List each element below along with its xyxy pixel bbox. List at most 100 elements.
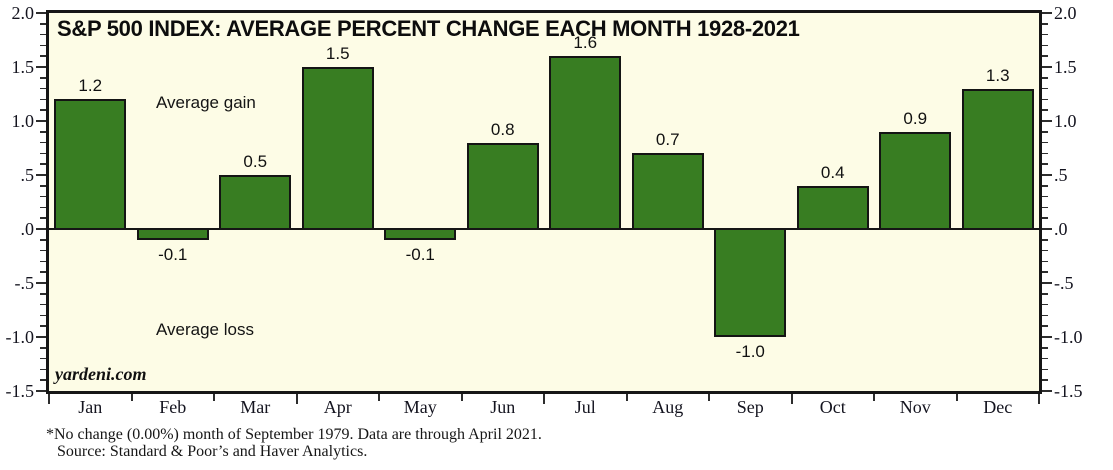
y-minor-tick-left xyxy=(40,33,46,36)
y-minor-tick-right xyxy=(1042,44,1048,47)
y-major-tick-right xyxy=(1042,66,1052,68)
y-major-tick-right xyxy=(1042,120,1052,122)
bar-nov xyxy=(879,131,952,230)
y-minor-tick-left xyxy=(40,87,46,90)
y-minor-tick-left xyxy=(40,271,46,273)
y-minor-tick-right xyxy=(1042,33,1048,36)
y-minor-tick-left xyxy=(40,260,46,263)
y-axis-label-right--1.5: -1.5 xyxy=(1054,381,1083,401)
x-axis-label-jul: Jul xyxy=(574,397,596,417)
x-axis-label-jan: Jan xyxy=(78,397,103,417)
y-minor-tick-left xyxy=(40,249,46,252)
y-minor-tick-right xyxy=(1042,98,1048,101)
y-minor-tick-left xyxy=(40,109,46,111)
y-minor-tick-left xyxy=(40,379,46,381)
y-axis-label-right-1.5: 1.5 xyxy=(1054,57,1077,77)
chart-title: S&P 500 INDEX: AVERAGE PERCENT CHANGE EA… xyxy=(57,16,800,41)
footnote-line-1: *No change (0.00%) month of September 19… xyxy=(46,426,542,443)
y-minor-tick-left xyxy=(40,293,46,295)
y-minor-tick-left xyxy=(40,357,46,360)
y-axis-label-left-1.5: 1.5 xyxy=(11,57,35,77)
y-minor-tick-right xyxy=(1042,195,1048,198)
bar-jan xyxy=(54,99,127,230)
y-major-tick-left xyxy=(36,228,46,230)
x-major-tick xyxy=(48,394,50,404)
bar-value-label-apr: 1.5 xyxy=(325,44,350,63)
y-major-tick-left xyxy=(36,12,46,14)
y-minor-tick-right xyxy=(1042,249,1048,252)
y-minor-tick-left xyxy=(40,185,46,187)
bar-value-label-may: -0.1 xyxy=(405,244,435,264)
watermark-yardeni: yardeni.com xyxy=(55,364,147,384)
y-axis-label-left-.5: .5 xyxy=(20,165,35,185)
x-axis-label-feb: Feb xyxy=(159,397,187,417)
bar-value-label-mar: 0.5 xyxy=(243,152,268,171)
y-axis-label-left--.5: -.5 xyxy=(14,273,35,293)
x-axis-label-sep: Sep xyxy=(736,397,764,417)
y-major-tick-left xyxy=(36,282,46,284)
y-minor-tick-left xyxy=(40,55,46,57)
y-axis-label-left-2.0: 2.0 xyxy=(11,3,35,23)
bar-value-label-jul: 1.6 xyxy=(573,33,598,53)
y-minor-tick-left xyxy=(40,152,46,155)
x-minor-tick xyxy=(213,394,215,401)
y-minor-tick-right xyxy=(1042,131,1048,133)
y-minor-tick-left xyxy=(40,23,46,25)
x-minor-tick xyxy=(708,394,710,401)
y-minor-tick-right xyxy=(1042,314,1048,317)
x-axis-label-apr: Apr xyxy=(323,397,352,417)
y-minor-tick-left xyxy=(40,325,46,327)
bar-dec xyxy=(961,88,1034,230)
y-major-tick-right xyxy=(1042,282,1052,284)
y-minor-tick-right xyxy=(1042,368,1048,371)
y-minor-tick-right xyxy=(1042,152,1048,155)
y-minor-tick-right xyxy=(1042,77,1048,79)
y-minor-tick-right xyxy=(1042,357,1048,360)
x-major-tick xyxy=(790,394,793,404)
y-minor-tick-right xyxy=(1042,379,1048,381)
x-axis-label-jun: Jun xyxy=(490,397,516,417)
y-axis-label-left-.0: .0 xyxy=(20,219,35,239)
y-major-tick-right xyxy=(1042,228,1052,230)
bar-sep xyxy=(714,228,787,337)
y-axis-label-right-1.0: 1.0 xyxy=(1054,111,1077,131)
y-minor-tick-right xyxy=(1042,271,1048,273)
bar-value-label-jun: 0.8 xyxy=(490,119,515,139)
y-major-tick-right xyxy=(1042,174,1052,176)
y-minor-tick-left xyxy=(40,195,46,198)
bar-jul xyxy=(549,56,622,230)
y-minor-tick-right xyxy=(1042,260,1048,263)
x-minor-tick xyxy=(460,394,463,401)
y-minor-tick-right xyxy=(1042,87,1048,90)
y-major-tick-left xyxy=(36,120,46,122)
y-major-tick-left xyxy=(36,174,46,176)
y-axis-label-left--1.5: -1.5 xyxy=(5,381,35,401)
bar-aug xyxy=(631,153,704,230)
annotation-average-loss: Average loss xyxy=(156,320,254,339)
x-axis-label-nov: Nov xyxy=(899,397,931,417)
bar-value-label-sep: -1.0 xyxy=(735,342,765,361)
bar-mar xyxy=(219,175,292,230)
x-axis-label-may: May xyxy=(403,397,437,417)
bar-value-label-jan: 1.2 xyxy=(78,76,103,96)
x-minor-tick xyxy=(873,394,875,401)
y-major-tick-right xyxy=(1042,336,1052,338)
footnote-line-2: Source: Standard & Poor’s and Haver Anal… xyxy=(57,443,368,460)
bar-value-label-nov: 0.9 xyxy=(903,108,928,128)
y-major-tick-left xyxy=(36,390,46,392)
y-minor-tick-left xyxy=(40,131,46,133)
plot-area xyxy=(46,10,1042,394)
y-minor-tick-right xyxy=(1042,293,1048,295)
y-minor-tick-left xyxy=(40,217,46,219)
y-minor-tick-right xyxy=(1042,141,1048,144)
y-axis-label-right-.0: .0 xyxy=(1054,219,1068,239)
y-minor-tick-left xyxy=(40,206,46,209)
y-minor-tick-left xyxy=(40,239,46,241)
y-minor-tick-right xyxy=(1042,347,1048,349)
bar-value-label-aug: 0.7 xyxy=(655,130,680,150)
bar-oct xyxy=(796,185,869,230)
y-major-tick-right xyxy=(1042,12,1052,14)
y-minor-tick-left xyxy=(40,141,46,144)
x-major-tick xyxy=(1038,394,1040,404)
